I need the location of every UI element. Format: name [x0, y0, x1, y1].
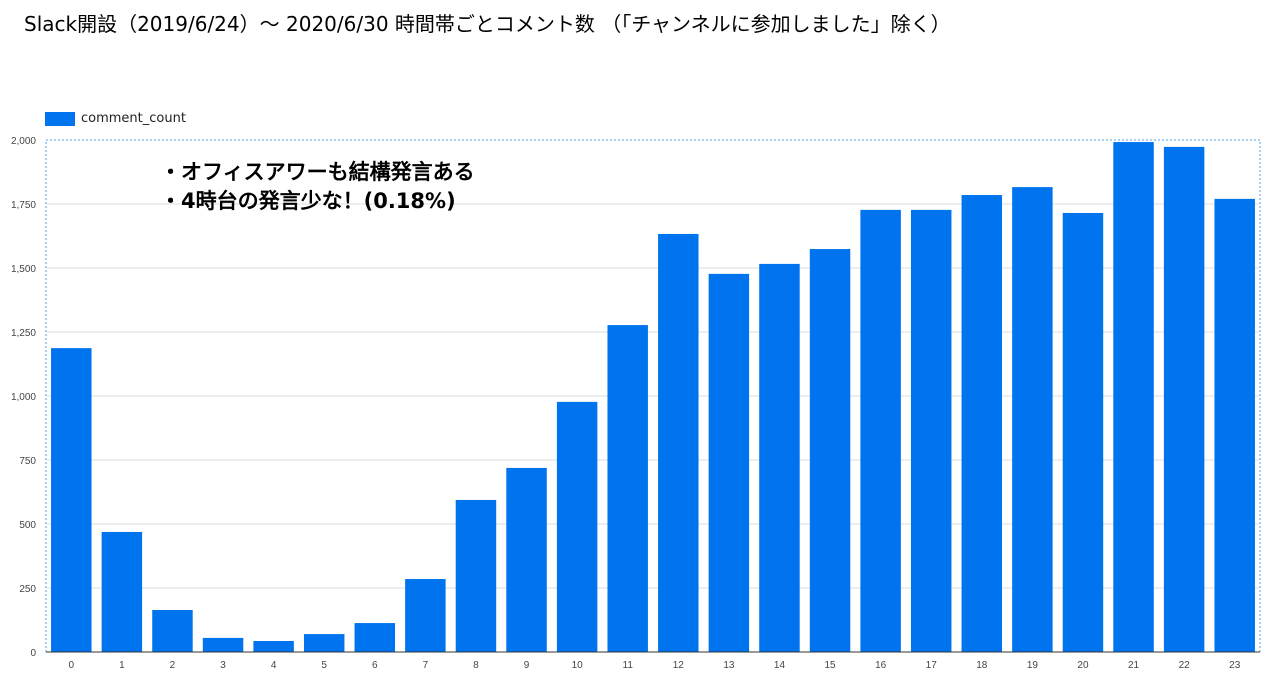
x-tick-label: 13: [723, 660, 735, 671]
bar: [860, 209, 901, 652]
x-tick-label: 20: [1077, 660, 1089, 671]
x-tick-label: 3: [220, 660, 226, 671]
x-tick-label: 9: [524, 660, 530, 671]
y-tick-label: 1,000: [11, 392, 36, 403]
x-tick-label: 17: [926, 660, 938, 671]
bar: [253, 640, 294, 652]
y-tick-label: 1,750: [11, 200, 36, 211]
bar: [809, 249, 851, 652]
bar: [455, 499, 497, 652]
bar: [303, 634, 345, 652]
x-tick-label: 18: [976, 660, 988, 671]
x-tick-label: 23: [1229, 660, 1241, 671]
legend-swatch: [45, 111, 75, 126]
x-tick-label: 6: [372, 660, 378, 671]
x-tick-label: 8: [473, 660, 479, 671]
bar: [405, 579, 446, 652]
legend-label: comment_count: [81, 111, 186, 126]
y-tick-label: 750: [19, 456, 36, 467]
y-tick-label: 0: [30, 648, 36, 659]
bar: [556, 401, 598, 652]
x-tick-label: 14: [774, 660, 786, 671]
bar: [961, 195, 1003, 653]
x-tick-label: 15: [824, 660, 836, 671]
x-tick-label: 1: [119, 660, 125, 671]
bar: [101, 531, 143, 652]
bar: [910, 209, 952, 652]
bar: [607, 325, 648, 652]
bar: [759, 263, 800, 652]
y-tick-label: 250: [19, 584, 36, 595]
x-tick-label: 4: [271, 660, 277, 671]
bar: [354, 623, 396, 652]
x-tick-label: 10: [572, 660, 584, 671]
x-tick-label: 21: [1128, 660, 1140, 671]
x-tick-label: 22: [1179, 660, 1191, 671]
bar: [1113, 142, 1154, 652]
x-tick-label: 5: [321, 660, 327, 671]
y-tick-label: 2,000: [11, 136, 36, 147]
chart-title: Slack開設（2019/6/24）～ 2020/6/30 時間帯ごとコメント数…: [24, 12, 951, 36]
annotation-line: ・オフィスアワーも結構発言ある: [160, 160, 475, 184]
bar: [506, 467, 547, 652]
y-tick-label: 1,250: [11, 328, 36, 339]
bar: [152, 610, 193, 652]
annotation-line: ・4時台の発言少な！(0.18%): [160, 189, 456, 213]
bar: [658, 233, 699, 652]
x-tick-label: 12: [673, 660, 685, 671]
bar: [708, 273, 750, 652]
y-tick-label: 1,500: [11, 264, 36, 275]
bar: [51, 348, 92, 652]
x-tick-label: 16: [875, 660, 887, 671]
x-tick-label: 0: [69, 660, 75, 671]
x-tick-label: 2: [170, 660, 176, 671]
bar: [1062, 212, 1104, 652]
x-tick-label: 7: [423, 660, 429, 671]
y-tick-label: 500: [19, 520, 36, 531]
annotation: ・オフィスアワーも結構発言ある ・4時台の発言少な！(0.18%): [160, 158, 475, 216]
bar: [1163, 146, 1205, 653]
x-tick-label: 11: [623, 660, 634, 671]
bar: [1012, 187, 1053, 652]
x-tick-label: 19: [1027, 660, 1039, 671]
legend: comment_count: [45, 111, 186, 126]
bar: [202, 637, 244, 652]
bar: [1214, 198, 1255, 652]
